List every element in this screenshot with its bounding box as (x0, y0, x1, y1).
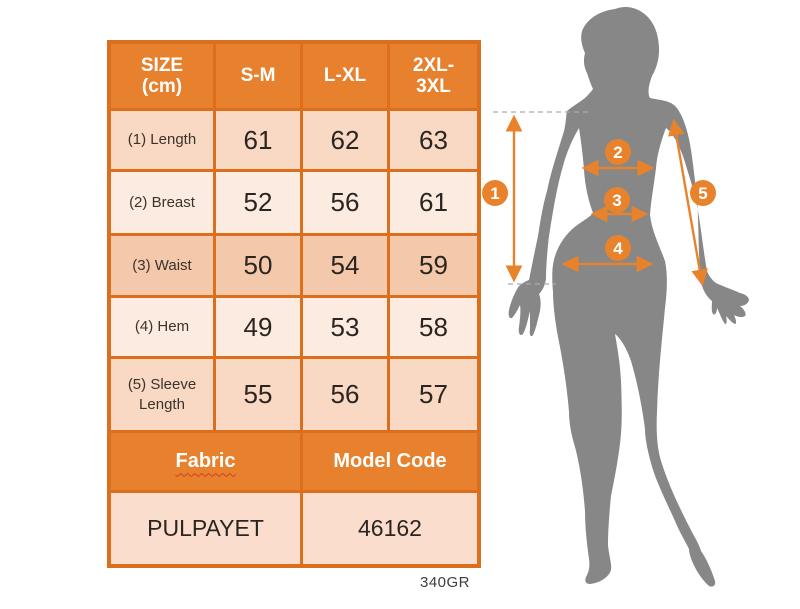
fabric-header-label: Fabric (175, 450, 236, 473)
waist-value-lxl: 54 (303, 236, 387, 295)
model-code-value: 46162 (303, 493, 477, 564)
waist-value-2xl3xl: 59 (390, 236, 477, 295)
row-label-length: (1) Length (111, 111, 213, 169)
sleeve-value-sm: 55 (216, 359, 300, 430)
svg-text:1: 1 (490, 184, 499, 203)
svg-text:5: 5 (698, 184, 707, 203)
sleeve-value-lxl: 56 (303, 359, 387, 430)
waist-value-sm: 50 (216, 236, 300, 295)
fabric-weight-note: 340GR (419, 574, 471, 591)
sleeve-arrow (668, 118, 708, 287)
size-chart-table: SIZE (cm) S-M L-XL 2XL- 3XL (1) Length 6… (107, 40, 481, 568)
breast-value-sm: 52 (216, 172, 300, 233)
breast-value-lxl: 56 (303, 172, 387, 233)
hem-value-2xl3xl: 58 (390, 298, 477, 356)
column-header-l-xl: L-XL (303, 44, 387, 108)
measurement-figure-svg: 1 2 3 4 5 (482, 6, 749, 587)
column-header-2xl-3xl: 2XL- 3XL (390, 44, 477, 108)
svg-text:3: 3 (612, 191, 621, 210)
female-silhouette (508, 6, 749, 587)
measurement-marker-2: 2 (605, 139, 631, 165)
fabric-value: PULPAYET (111, 493, 300, 564)
column-header-size-cm: SIZE (cm) (111, 44, 213, 108)
measurement-marker-3: 3 (604, 187, 630, 213)
length-value-2xl3xl: 63 (390, 111, 477, 169)
sleeve-value-2xl3xl: 57 (390, 359, 477, 430)
fabric-header: Fabric (111, 433, 300, 490)
measurement-marker-5: 5 (690, 180, 716, 206)
svg-text:4: 4 (613, 239, 623, 258)
svg-text:2: 2 (613, 143, 622, 162)
hem-value-sm: 49 (216, 298, 300, 356)
body-measurement-diagram: 1 2 3 4 5 (478, 0, 800, 609)
row-label-waist: (3) Waist (111, 236, 213, 295)
measurement-marker-1: 1 (482, 180, 508, 206)
breast-value-2xl3xl: 61 (390, 172, 477, 233)
model-code-header: Model Code (303, 433, 477, 490)
row-label-sleeve-length: (5) Sleeve Length (111, 359, 213, 430)
length-value-lxl: 62 (303, 111, 387, 169)
column-header-s-m: S-M (216, 44, 300, 108)
row-label-breast: (2) Breast (111, 172, 213, 233)
measurement-marker-4: 4 (605, 235, 631, 261)
hem-value-lxl: 53 (303, 298, 387, 356)
row-label-hem: (4) Hem (111, 298, 213, 356)
length-value-sm: 61 (216, 111, 300, 169)
